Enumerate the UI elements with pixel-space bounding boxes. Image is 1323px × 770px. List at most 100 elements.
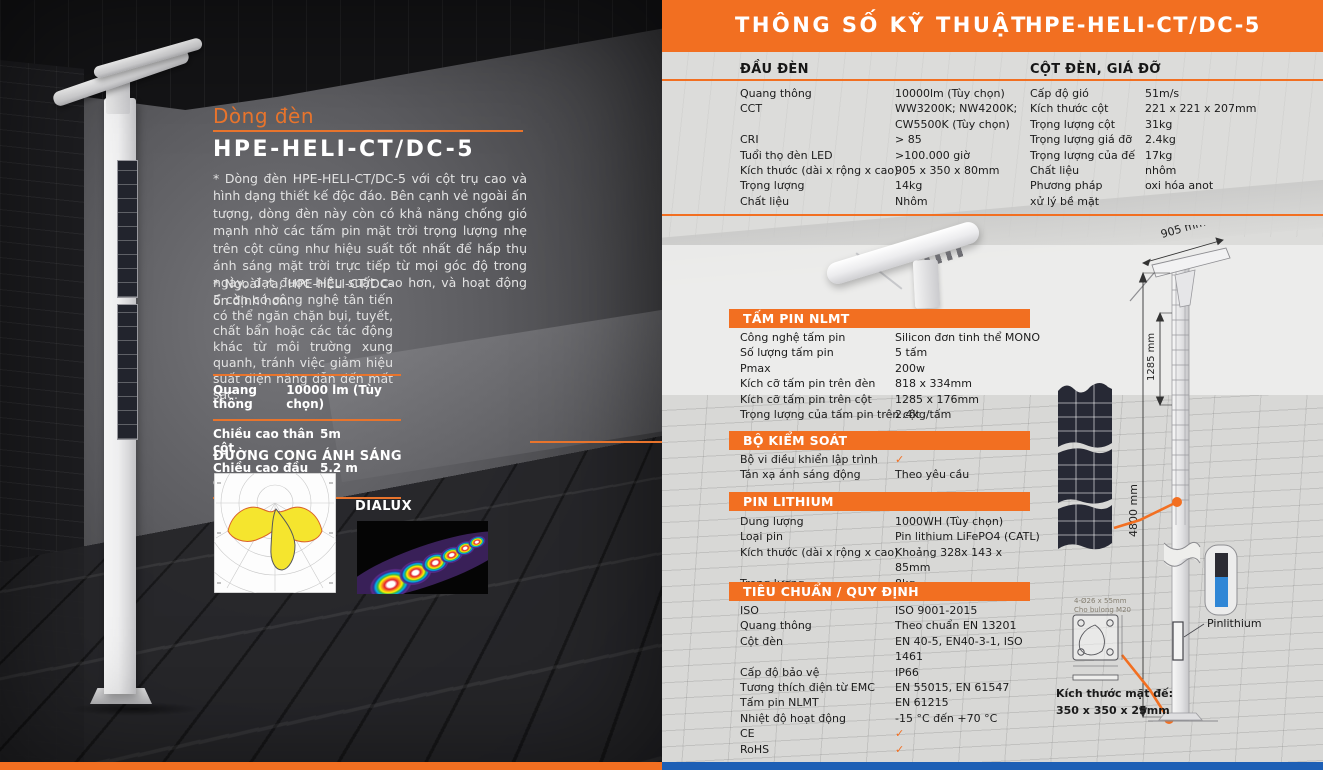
dim-4800-label: 4800 mm — [1127, 484, 1140, 537]
spec-header-model: HPE-HELI-CT/DC-5 — [1025, 13, 1261, 37]
spec-row: Cấp độ gió 51m/s — [1030, 86, 1320, 101]
spec-value: Pin lithium LiFePO4 (CATL) — [895, 530, 1040, 544]
base-note-line1: Kích thước mặt đế: — [1056, 687, 1173, 700]
section-bar-tam-pin: TẤM PIN NLMT — [729, 309, 1030, 328]
street-light-pole — [104, 98, 138, 694]
spec-row: Quang thông Theo chuẩn EN 13201 — [740, 618, 1040, 633]
spec-value: 5 tấm — [895, 346, 928, 360]
spec-value: 1000WH (Tùy chọn) — [895, 515, 1004, 528]
spec-label: Chất liệu — [1030, 164, 1080, 178]
spec-label: Công nghệ tấm pin — [740, 331, 846, 344]
spec-value: nhôm — [1145, 164, 1177, 178]
spec-row: Kích cỡ tấm pin trên cột 1285 x 176mm — [740, 392, 1040, 407]
base-plate-detail — [1072, 614, 1123, 681]
spec-label: Kích thước (dài x rộng x cao) — [740, 164, 899, 178]
quick-spec-label: Quang thông — [213, 383, 257, 411]
spec-row: Chất liệu Nhôm — [740, 194, 1040, 209]
spec-value: Nhôm — [895, 194, 928, 208]
spec-value: 17kg — [1145, 148, 1173, 162]
spec-value: 31kg — [1145, 117, 1173, 131]
bolt-note-line1: 4-Ø26 x 55mm — [1074, 597, 1127, 605]
spec-row: Công nghệ tấm pin Silicon đơn tinh thể MO… — [740, 330, 1040, 345]
spec-rows-bo-kiem-soat: Bộ vi điều khiển lập trình ✓ Tán xạ ánh sá… — [740, 452, 1040, 483]
section-heading-dau-den: ĐẦU ĐÈN — [740, 62, 809, 77]
spec-value — [1145, 194, 1320, 209]
spec-value: EN 40-5, EN40-3-1, ISO 1461 — [895, 634, 1023, 664]
dialux-label: DIALUX — [355, 499, 413, 514]
quick-spec-value: 5m — [320, 427, 341, 441]
spec-row: ISO ISO 9001-2015 — [740, 603, 1040, 618]
spec-label: Trọng lượng của tấm pin trên cột — [740, 408, 920, 422]
footer-bar-blue — [662, 762, 1323, 770]
quick-spec-table: Quang thông 10000 lm (Tùy chọn) Chiều ca… — [213, 374, 401, 499]
spec-value: Khoảng 328x 143 x 85mm — [895, 545, 1003, 575]
pole-battery-door — [1172, 621, 1184, 661]
spec-value: oxi hóa anot — [1145, 179, 1214, 193]
spec-value: -15 °C đến +70 °C — [895, 711, 998, 725]
pole-solar-panel-upper — [117, 160, 138, 298]
spec-value: 818 x 334mm — [895, 377, 972, 391]
dialux-heatmap — [357, 521, 488, 594]
dim-1285 — [1155, 311, 1172, 407]
spec-value: EN 55015, EN 61547 — [895, 681, 1010, 695]
spec-value: 2.4kg — [1145, 133, 1176, 147]
lamp-head-photo — [822, 196, 1002, 309]
spec-label: Cấp độ bảo vệ — [740, 665, 820, 679]
spec-label: Kích thước cột — [1030, 102, 1109, 116]
photometric-curve-chart — [214, 473, 336, 593]
rule-middle — [662, 214, 1323, 216]
spec-label: Pmax — [740, 361, 771, 375]
spec-row: Số lượng tấm pin 5 tấm — [740, 345, 1040, 360]
spec-row: Bộ vi điều khiển lập trình ✓ — [740, 452, 1040, 467]
bolt-note-line2: Cho bulong M20 — [1074, 606, 1131, 614]
spec-rows-tieu-chuan: ISO ISO 9001-2015 Quang thông Theo chuẩn EN… — [740, 603, 1040, 757]
spec-label: Kích cỡ tấm pin trên đèn — [740, 377, 876, 391]
check-icon: ✓ — [895, 727, 905, 741]
spec-row: Tấm pin NLMT EN 61215 — [740, 695, 1040, 710]
spec-label: Trọng lượng — [740, 179, 805, 193]
spec-row: Tán xạ ánh sáng động Theo yêu cầu — [740, 467, 1040, 482]
drawing-solar-panel — [1058, 383, 1112, 550]
spec-value: EN 61215 — [895, 696, 949, 710]
spec-row: Trọng lượng của tấm pin trên cột 2.4kg/tấ… — [740, 407, 1040, 422]
spec-label: Quang thông — [740, 619, 812, 633]
spec-row: Quang thông 10000lm (Tùy chọn) — [740, 86, 1040, 101]
spec-label: Cột đèn — [740, 634, 783, 648]
callout-connectors — [1113, 500, 1178, 718]
spec-value: Theo chuẩn EN 13201 — [895, 619, 1017, 633]
light-curve-title: ĐƯỜNG CONG ÁNH SÁNG — [213, 449, 402, 464]
spec-label: Số lượng tấm pin — [740, 346, 834, 360]
drawing-lamp-bracket — [1174, 269, 1196, 308]
spec-row: CCT WW3200K; NW4200K; CW5500K (Tùy chọn) — [740, 101, 1040, 132]
spec-row: Cấp độ bảo vệ IP66 — [740, 665, 1040, 680]
quick-spec-value: 10000 lm (Tùy chọn) — [286, 383, 382, 411]
spec-label: Trọng lượng cột — [1030, 117, 1116, 131]
spec-row: CE ✓ — [740, 726, 1040, 741]
description-paragraph-2: * Ngoài ra, HPE-HELI-CT/DC-5 còn có công… — [213, 276, 393, 402]
series-label: Dòng đèn — [213, 104, 315, 128]
quick-spec-row: Quang thông 10000 lm (Tùy chọn) — [213, 376, 401, 421]
spec-value: 51m/s — [1145, 87, 1180, 100]
spec-label: Tấm pin NLMT — [740, 696, 819, 710]
spec-label: Nhiệt độ hoạt động — [740, 711, 846, 725]
section-bar-tieu-chuan: TIÊU CHUẨN / QUY ĐỊNH — [729, 582, 1030, 601]
spec-value: Silicon đơn tinh thể MONO — [895, 331, 1040, 344]
spec-rows-cot-den: Cấp độ gió 51m/s Kích thước cột 221 x 221 x… — [1030, 86, 1320, 209]
spec-label: Kích thước (dài x rộng x cao) — [740, 545, 899, 559]
spec-label: Bộ vi điều khiển lập trình — [740, 453, 878, 466]
spec-row: Dung lượng 1000WH (Tùy chọn) — [740, 514, 1040, 529]
spec-panel: THÔNG SỐ KỸ THUẬT HPE-HELI-CT/DC-5 ĐẦU Đ… — [662, 0, 1323, 770]
spec-value: 2.4kg/tấm — [895, 408, 952, 422]
spec-row: Kích thước (dài x rộng x cao) Khoảng 328x… — [740, 545, 1040, 576]
spec-value: 905 x 350 x 80mm — [895, 164, 1000, 178]
spec-label: Trọng lượng của đế — [1030, 148, 1136, 162]
spec-label: Trọng lượng giá đỡ — [1030, 133, 1133, 147]
spec-row: Trọng lượng của đế 17kg — [1030, 148, 1320, 163]
description-paragraph-1: * Dòng đèn HPE-HELI-CT/DC-5 với cột trụ … — [213, 171, 527, 308]
dim-905-label: 905 mm — [1159, 225, 1207, 241]
spec-row: RoHS ✓ — [740, 742, 1040, 757]
check-icon: ✓ — [895, 742, 905, 756]
quick-spec-value: 5.2 m — [320, 461, 358, 475]
spec-label: Tuổi thọ đèn LED — [740, 148, 833, 162]
